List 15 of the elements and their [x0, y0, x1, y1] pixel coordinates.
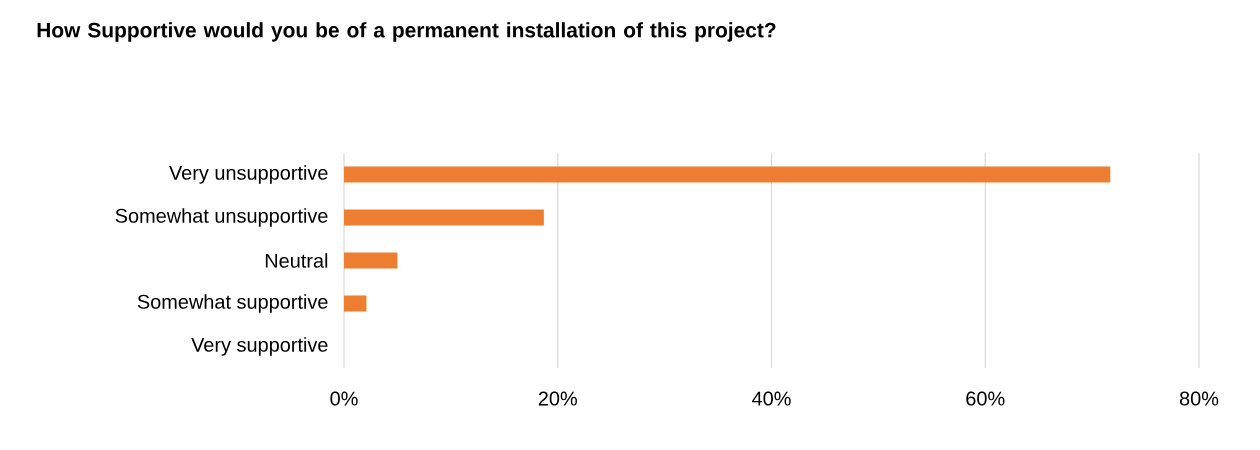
chart-title: How Supportive would you be of a permanent installation of this project? [37, 22, 776, 42]
x-tick-label: 80% [1179, 391, 1219, 406]
y-tick-label: Neutral [265, 253, 328, 268]
bar [344, 295, 367, 312]
bar [344, 252, 398, 269]
y-tick-label: Somewhat unsupportive [115, 208, 328, 227]
y-tick-label: Somewhat supportive [137, 294, 328, 313]
x-tick-label: 0% [330, 391, 358, 406]
x-tick-label: 20% [538, 391, 577, 406]
y-tick-label: Very supportive [191, 337, 328, 356]
bar [344, 209, 544, 226]
x-tick-label: 60% [966, 391, 1005, 406]
bar [344, 166, 1111, 183]
x-tick-label: 40% [752, 391, 791, 406]
y-tick-label: Very unsupportive [169, 165, 328, 184]
